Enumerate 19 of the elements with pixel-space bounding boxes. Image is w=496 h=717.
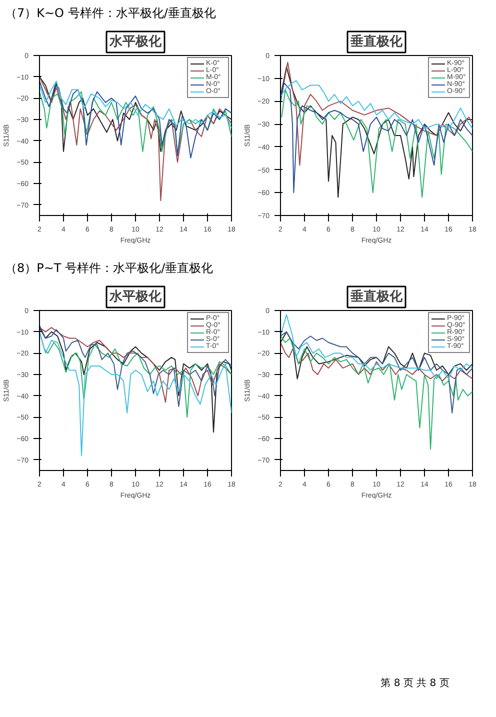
- line-series: [40, 80, 232, 129]
- line-series: [280, 66, 472, 198]
- line-series: [280, 331, 472, 380]
- text: 第 8 页 共 8 页: [380, 677, 450, 691]
- chart-title: 水平极化: [108, 290, 162, 304]
- line-series: [280, 314, 472, 380]
- line-series: [280, 336, 472, 450]
- text: （7）K~O 号样件：水平极化/垂直极化: [5, 5, 216, 22]
- line-series: [280, 342, 472, 382]
- chart-title: 垂直极化: [350, 288, 404, 304]
- chart-title: 垂直极化: [350, 34, 404, 50]
- line-series: [40, 331, 232, 456]
- text: （8）P~T 号样件：水平极化/垂直极化: [5, 260, 214, 277]
- line-series: [40, 327, 232, 433]
- line-series: [40, 76, 232, 202]
- chart-title: 水平极化: [108, 34, 162, 50]
- line-series: [280, 80, 472, 130]
- line-series: [280, 331, 472, 414]
- line-series: [280, 62, 472, 166]
